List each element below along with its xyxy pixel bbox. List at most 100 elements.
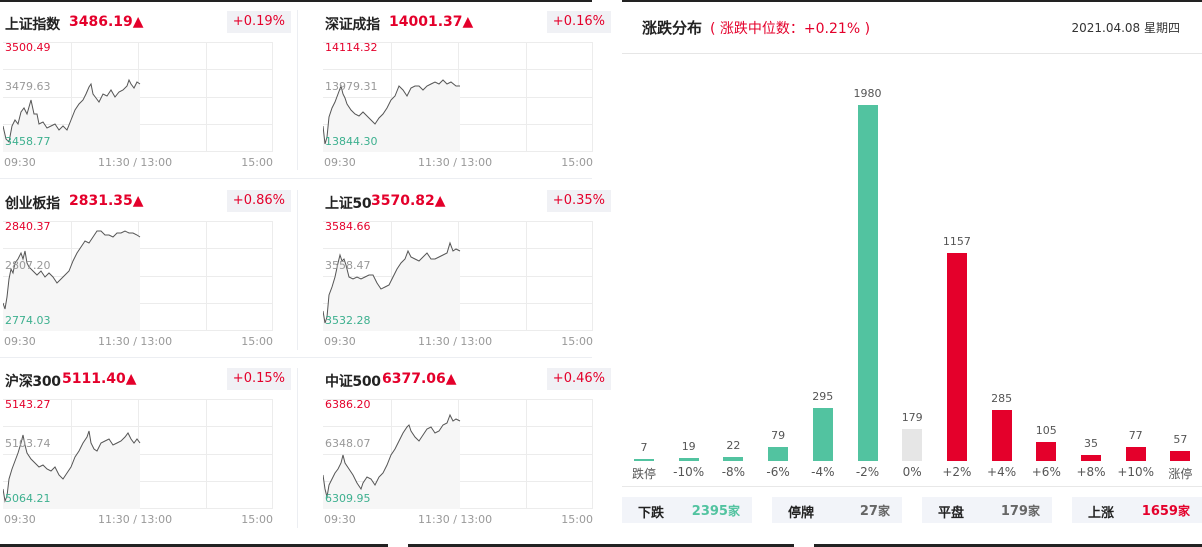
stat-label: 平盘 [938, 506, 965, 521]
bar-count: 22 [726, 439, 741, 452]
time-start: 09:30 [4, 513, 36, 526]
distribution-bar[interactable] [812, 408, 833, 461]
distribution-bar-group[interactable]: 35 +8% [1071, 54, 1111, 484]
index-card[interactable]: 创业板指 2831.35▲ +0.86% 2840.37 2807.20 277… [0, 179, 295, 357]
distribution-bar-group[interactable]: 57 涨停 [1160, 54, 1200, 484]
distribution-bar-group[interactable]: 179 0% [892, 54, 932, 484]
distribution-bar[interactable] [902, 429, 923, 461]
index-name: 创业板指 [5, 196, 60, 212]
prev-close-label: 6348.07 [325, 437, 371, 450]
time-mid: 11:30 / 13:00 [98, 335, 173, 348]
bar-count: 285 [991, 392, 1013, 405]
index-value: 14001.37▲ [389, 14, 474, 30]
index-name: 上证50 [325, 196, 372, 212]
bar-category-label: 0% [902, 465, 922, 479]
time-end: 15:00 [241, 335, 273, 348]
distribution-bar[interactable] [634, 459, 654, 461]
time-end: 15:00 [561, 156, 593, 169]
distribution-bar-group[interactable]: 1157 +2% [937, 54, 977, 484]
prev-close-label: 5103.74 [5, 437, 51, 450]
low-price-label: 3458.77 [5, 135, 51, 148]
index-card[interactable]: 沪深300 5111.40▲ +0.15% 5143.27 5103.74 50… [0, 357, 295, 535]
up-arrow-icon: ▲ [132, 14, 144, 30]
time-axis: 09:30 11:30 / 13:00 15:00 [3, 513, 273, 527]
stat-box: 下跌 2395家 [622, 497, 752, 523]
distribution-bar-group[interactable]: 285 +4% [982, 54, 1022, 484]
bar-count: 179 [901, 411, 923, 424]
time-start: 09:30 [324, 156, 356, 169]
distribution-bar-group[interactable]: 295 -4% [803, 54, 843, 484]
change-percent-badge: +0.46% [546, 368, 611, 390]
index-card[interactable]: 中证500 6377.06▲ +0.46% 6386.20 6348.07 63… [320, 357, 615, 535]
time-end: 15:00 [561, 513, 593, 526]
stat-count: 179家 [1000, 504, 1040, 519]
high-price-label: 3500.49 [5, 41, 51, 54]
low-price-label: 13844.30 [325, 135, 378, 148]
distribution-bar-group[interactable]: 105 +6% [1026, 54, 1066, 484]
distribution-bar[interactable] [1036, 442, 1057, 461]
distribution-bar[interactable] [946, 253, 967, 461]
time-end: 15:00 [241, 513, 273, 526]
distribution-bar[interactable] [1170, 451, 1191, 461]
time-axis: 09:30 11:30 / 13:00 15:00 [323, 335, 593, 349]
stat-count: 27家 [859, 504, 890, 519]
bar-count: 1157 [942, 235, 971, 248]
change-percent-badge: +0.16% [546, 11, 611, 33]
index-card-header: 深证成指 14001.37▲ +0.16% [325, 11, 615, 33]
time-mid: 11:30 / 13:00 [98, 156, 173, 169]
distribution-bar-group[interactable]: 7 跌停 [624, 54, 664, 484]
distribution-bar-group[interactable]: 79 -6% [758, 54, 798, 484]
bottom-border-1 [0, 544, 388, 547]
change-percent-badge: +0.19% [226, 11, 291, 33]
change-percent-badge: +0.15% [226, 368, 291, 390]
time-axis: 09:30 11:30 / 13:00 15:00 [3, 335, 273, 349]
index-card-header: 中证500 6377.06▲ +0.46% [325, 368, 615, 390]
time-mid: 11:30 / 13:00 [418, 513, 493, 526]
column-separator [297, 368, 298, 528]
bar-count: 1980 [853, 87, 882, 100]
low-price-label: 6309.95 [325, 492, 371, 505]
bar-category-label: -6% [766, 465, 790, 479]
intraday-chart: 6386.20 6348.07 6309.95 [323, 398, 593, 509]
distribution-bar-group[interactable]: 19 -10% [669, 54, 709, 484]
time-start: 09:30 [4, 335, 36, 348]
bar-category-label: +2% [942, 465, 972, 479]
time-axis: 09:30 11:30 / 13:00 15:00 [323, 513, 593, 527]
distribution-bar-group[interactable]: 22 -8% [713, 54, 753, 484]
index-card[interactable]: 上证指数 3486.19▲ +0.19% 3500.49 3479.63 345… [0, 0, 295, 178]
index-name: 中证500 [325, 374, 381, 390]
low-price-label: 5064.21 [5, 492, 51, 505]
high-price-label: 3584.66 [325, 220, 371, 233]
distribution-bar-group[interactable]: 1980 -2% [848, 54, 888, 484]
index-card[interactable]: 上证50 3570.82▲ +0.35% 3584.66 3558.47 353… [320, 179, 615, 357]
prev-close-label: 13979.31 [325, 80, 378, 93]
index-card[interactable]: 深证成指 14001.37▲ +0.16% 14114.32 13979.31 … [320, 0, 615, 178]
distribution-bar-chart: 7 跌停 19 -10% 22 -8% 79 -6% 295 -4% 1980 … [622, 54, 1202, 484]
distribution-bar[interactable] [991, 410, 1012, 461]
distribution-bar-group[interactable]: 77 +10% [1116, 54, 1156, 484]
bar-count: 35 [1084, 437, 1098, 450]
stat-label: 上涨 [1088, 506, 1115, 521]
time-mid: 11:30 / 13:00 [98, 513, 173, 526]
distribution-bar[interactable] [678, 458, 699, 461]
index-card-header: 上证50 3570.82▲ +0.35% [325, 190, 615, 212]
distribution-bar[interactable] [1125, 447, 1146, 461]
bar-category-label: +4% [987, 465, 1017, 479]
distribution-bar[interactable] [768, 447, 789, 461]
distribution-bar[interactable] [723, 457, 744, 461]
prev-close-label: 3479.63 [5, 80, 51, 93]
time-start: 09:30 [4, 156, 36, 169]
distribution-bar[interactable] [1081, 455, 1101, 461]
stat-label: 下跌 [638, 506, 665, 521]
bar-category-label: -4% [811, 465, 835, 479]
index-card-header: 上证指数 3486.19▲ +0.19% [5, 11, 295, 33]
row-separator [0, 357, 592, 358]
distribution-bar[interactable] [857, 105, 878, 461]
bar-count: 295 [812, 390, 834, 403]
time-end: 15:00 [561, 335, 593, 348]
bar-count: 79 [771, 429, 786, 442]
up-arrow-icon: ▲ [125, 371, 137, 387]
intraday-chart: 5143.27 5103.74 5064.21 [3, 398, 273, 509]
bar-category-label: -10% [673, 465, 705, 479]
index-card-header: 创业板指 2831.35▲ +0.86% [5, 190, 295, 212]
